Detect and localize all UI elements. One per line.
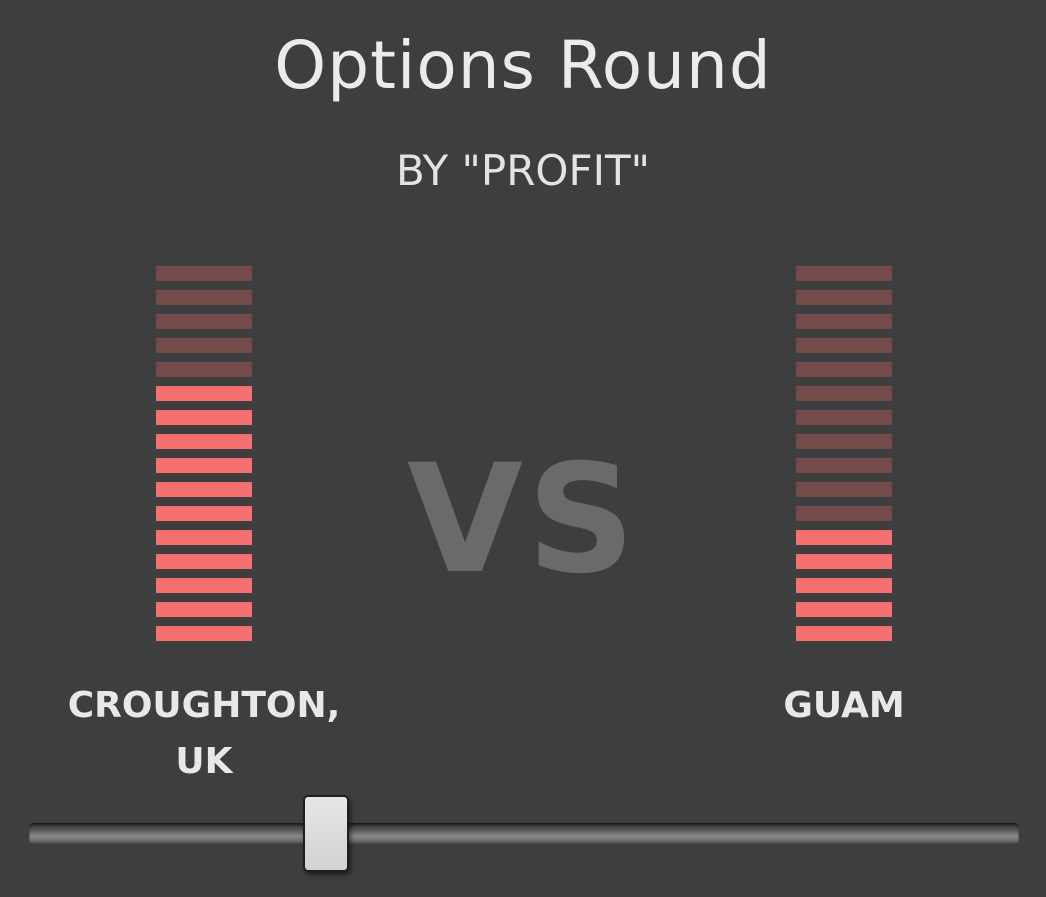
right-meter-segment [796, 410, 892, 425]
right-meter-segment [796, 602, 892, 617]
left-meter-segment [156, 578, 252, 593]
right-meter-segment [796, 578, 892, 593]
left-meter-segment [156, 338, 252, 353]
right-meter-segment [796, 530, 892, 545]
page-subtitle: BY "PROFIT" [396, 146, 650, 195]
slider-track[interactable] [29, 823, 1019, 845]
left-meter-segment [156, 626, 252, 641]
vs-label: VS [406, 433, 640, 607]
right-contestant-name: GUAM [783, 685, 905, 726]
left-meter-segment [156, 506, 252, 521]
left-level-meter [156, 266, 252, 642]
right-meter-segment [796, 290, 892, 305]
left-meter-segment [156, 482, 252, 497]
page-title: Options Round [274, 27, 772, 104]
right-meter-segment [796, 554, 892, 569]
left-meter-segment [156, 266, 252, 281]
left-meter-segment [156, 314, 252, 329]
left-meter-segment [156, 554, 252, 569]
left-meter-segment [156, 458, 252, 473]
right-meter-segment [796, 362, 892, 377]
left-meter-segment [156, 290, 252, 305]
right-meter-segment [796, 266, 892, 281]
slider-thumb[interactable] [303, 795, 349, 872]
right-meter-segment [796, 482, 892, 497]
left-meter-segment [156, 530, 252, 545]
right-meter-segment [796, 386, 892, 401]
left-contestant-name: CROUGHTON, UK [67, 685, 341, 782]
left-meter-segment [156, 410, 252, 425]
left-meter-segment [156, 434, 252, 449]
right-meter-segment [796, 506, 892, 521]
left-meter-segment [156, 386, 252, 401]
right-meter-segment [796, 338, 892, 353]
right-meter-segment [796, 314, 892, 329]
right-meter-segment [796, 434, 892, 449]
right-level-meter [796, 266, 892, 642]
left-meter-segment [156, 602, 252, 617]
right-meter-segment [796, 458, 892, 473]
right-meter-segment [796, 626, 892, 641]
left-meter-segment [156, 362, 252, 377]
